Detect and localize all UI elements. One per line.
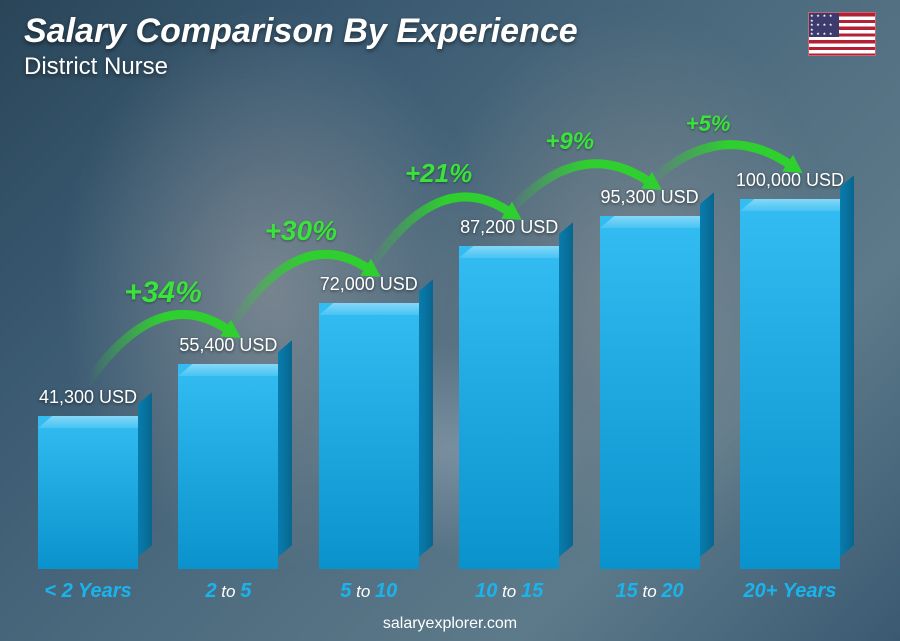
bar [38,416,138,569]
bar-side-face [419,279,433,557]
category-label: 5 to 10 [309,580,429,603]
bar-value-label: 55,400 USD [179,335,277,356]
bar-slot: 55,400 USD [168,335,288,569]
chart-subtitle: District Nurse [24,53,578,81]
bar-side-face [700,192,714,557]
bar-slot: 95,300 USD [590,187,710,569]
bar-front [459,246,559,569]
footer-attribution: salaryexplorer.com [0,615,900,633]
chart-title: Salary Comparison By Experience [24,12,578,51]
bar-side-face [138,392,152,557]
bar [740,199,840,569]
bar-value-label: 100,000 USD [736,170,844,191]
bar-slot: 72,000 USD [309,274,429,569]
bar-top-face [178,364,292,376]
bar-side-face [278,340,292,557]
bar [600,216,700,569]
bar [178,364,278,569]
category-label: 2 to 5 [168,580,288,603]
bar-top-face [38,416,152,428]
category-label: 10 to 15 [449,580,569,603]
bar-top-face [600,216,714,228]
bar-top-face [319,303,433,315]
bar-value-label: 87,200 USD [460,217,558,238]
bar-front [38,416,138,569]
bars-row: 41,300 USD 55,400 USD 72,000 USD 87,200 USD… [28,120,850,569]
bar-value-label: 41,300 USD [39,387,137,408]
bar [459,246,559,569]
title-block: Salary Comparison By Experience District… [24,12,578,81]
bar-front [178,364,278,569]
category-label: < 2 Years [28,580,148,603]
bar-front [319,303,419,569]
chart-area: 41,300 USD 55,400 USD 72,000 USD 87,200 USD… [28,120,850,569]
bar-front [600,216,700,569]
bar-front [740,199,840,569]
bar-top-face [740,199,854,211]
bar-top-face [459,246,573,258]
bar-side-face [840,175,854,557]
header: Salary Comparison By Experience District… [24,12,876,81]
bar-side-face [559,222,573,557]
category-labels-row: < 2 Years 2 to 5 5 to 10 10 to 15 15 to 20 20… [28,580,850,603]
bar-value-label: 72,000 USD [320,274,418,295]
category-label: 15 to 20 [590,580,710,603]
bar-slot: 87,200 USD [449,217,569,569]
bar [319,303,419,569]
bar-slot: 41,300 USD [28,387,148,569]
country-flag-icon: ★ ★ ★ ★ ★★ ★ ★ ★ ★★ ★ ★ ★ ★★ ★ ★ ★ ★★ ★ … [808,12,876,56]
category-label: 20+ Years [730,580,850,603]
bar-value-label: 95,300 USD [601,187,699,208]
bar-slot: 100,000 USD [730,170,850,569]
